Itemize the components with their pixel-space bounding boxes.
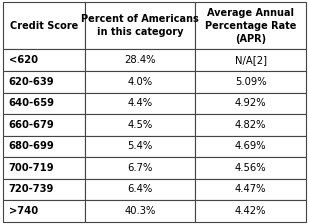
Text: Average Annual
Percentage Rate
(APR): Average Annual Percentage Rate (APR) <box>205 8 296 44</box>
Text: 4.0%: 4.0% <box>128 77 153 87</box>
Bar <box>3 179 85 200</box>
Bar <box>195 114 306 136</box>
Text: 4.47%: 4.47% <box>235 184 266 194</box>
Bar <box>85 2 195 50</box>
Bar <box>195 50 306 71</box>
Bar <box>85 71 195 93</box>
Bar <box>195 179 306 200</box>
Bar <box>195 71 306 93</box>
Text: Credit Score: Credit Score <box>10 21 78 31</box>
Text: 40.3%: 40.3% <box>125 206 156 216</box>
Bar <box>3 136 85 157</box>
Text: Percent of Americans
in this category: Percent of Americans in this category <box>81 14 199 37</box>
Bar <box>85 114 195 136</box>
Bar <box>195 136 306 157</box>
Bar <box>195 200 306 222</box>
Bar <box>3 71 85 93</box>
Text: N/A[2]: N/A[2] <box>235 55 267 65</box>
Bar <box>85 157 195 179</box>
Bar <box>3 114 85 136</box>
Bar <box>85 93 195 114</box>
Bar <box>195 2 306 50</box>
Bar <box>85 179 195 200</box>
Text: 5.4%: 5.4% <box>128 141 153 151</box>
Text: 660-679: 660-679 <box>9 120 54 130</box>
Text: 680-699: 680-699 <box>9 141 54 151</box>
Text: 4.4%: 4.4% <box>128 98 153 108</box>
Text: 720-739: 720-739 <box>9 184 54 194</box>
Text: 620-639: 620-639 <box>9 77 54 87</box>
Text: 5.09%: 5.09% <box>235 77 266 87</box>
Text: 4.82%: 4.82% <box>235 120 266 130</box>
Text: 640-659: 640-659 <box>9 98 55 108</box>
Bar <box>85 50 195 71</box>
Bar <box>195 157 306 179</box>
Bar <box>85 200 195 222</box>
Text: 4.92%: 4.92% <box>235 98 266 108</box>
Text: 6.4%: 6.4% <box>128 184 153 194</box>
Text: 700-719: 700-719 <box>9 163 54 173</box>
Bar <box>3 93 85 114</box>
Text: 4.5%: 4.5% <box>128 120 153 130</box>
Text: 4.42%: 4.42% <box>235 206 266 216</box>
Text: 4.69%: 4.69% <box>235 141 266 151</box>
Text: 28.4%: 28.4% <box>124 55 156 65</box>
Text: 6.7%: 6.7% <box>127 163 153 173</box>
Text: 4.56%: 4.56% <box>235 163 266 173</box>
Bar <box>3 200 85 222</box>
Bar <box>3 157 85 179</box>
Bar <box>195 93 306 114</box>
Bar <box>3 2 85 50</box>
Text: >740: >740 <box>9 206 38 216</box>
Text: <620: <620 <box>9 55 38 65</box>
Bar <box>85 136 195 157</box>
Bar <box>3 50 85 71</box>
